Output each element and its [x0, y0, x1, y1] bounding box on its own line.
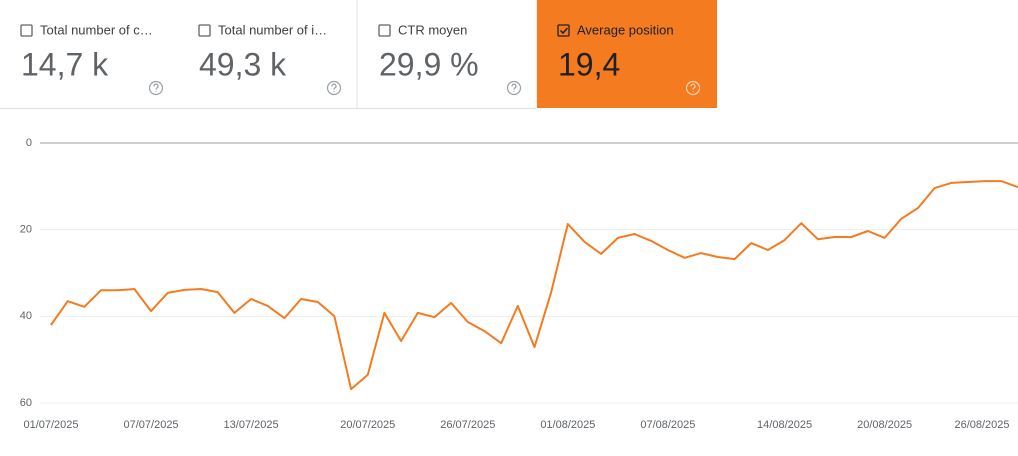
x-tick-label: 07/08/2025 [640, 419, 695, 431]
help-icon[interactable] [685, 80, 701, 96]
x-tick-label: 01/07/2025 [23, 419, 78, 431]
x-tick-label: 07/07/2025 [124, 419, 179, 431]
y-tick-label: 60 [20, 397, 32, 409]
checkbox[interactable] [198, 24, 211, 37]
help-icon[interactable] [326, 80, 342, 96]
help-icon-glyph [153, 83, 159, 92]
checkmark [559, 27, 569, 35]
metric-card[interactable]: Total number of c… 14,7 k [0, 0, 180, 108]
metric-card[interactable]: CTR moyen 29,9 % [358, 0, 538, 108]
card-title: Average position [577, 22, 674, 37]
help-icon[interactable] [506, 80, 522, 96]
help-icon-glyph [511, 83, 517, 92]
card-background [358, 0, 537, 108]
card-title: CTR moyen [398, 22, 467, 37]
y-tick-label: 20 [20, 224, 32, 236]
checkbox[interactable] [557, 24, 570, 37]
help-icon[interactable] [148, 80, 164, 96]
help-icon-glyph [331, 83, 337, 92]
x-tick-label: 01/08/2025 [540, 419, 595, 431]
card-value: 14,7 k [21, 46, 109, 82]
series-line [50, 180, 1018, 391]
x-tick-label: 20/07/2025 [340, 419, 395, 431]
x-tick-label: 26/08/2025 [954, 419, 1009, 431]
help-icon-glyph [690, 83, 696, 92]
y-tick-label: 0 [26, 137, 32, 149]
x-tick-label: 26/07/2025 [440, 419, 495, 431]
checkbox[interactable] [378, 24, 391, 37]
card-background [0, 0, 179, 108]
metric-card[interactable]: Average position 19,4 [537, 0, 717, 108]
y-tick-label: 40 [20, 310, 32, 322]
card-value: 29,9 % [379, 46, 479, 82]
x-tick-label: 14/08/2025 [757, 419, 812, 431]
card-title: Total number of i… [218, 22, 327, 37]
x-tick-label: 13/07/2025 [224, 419, 279, 431]
card-value: 19,4 [558, 46, 620, 82]
metric-card[interactable]: Total number of i… 49,3 k [178, 0, 358, 108]
card-title: Total number of c… [40, 22, 153, 37]
x-tick-label: 20/08/2025 [857, 419, 912, 431]
card-value: 49,3 k [199, 46, 287, 82]
card-background [178, 0, 357, 108]
checkbox[interactable] [20, 24, 33, 37]
